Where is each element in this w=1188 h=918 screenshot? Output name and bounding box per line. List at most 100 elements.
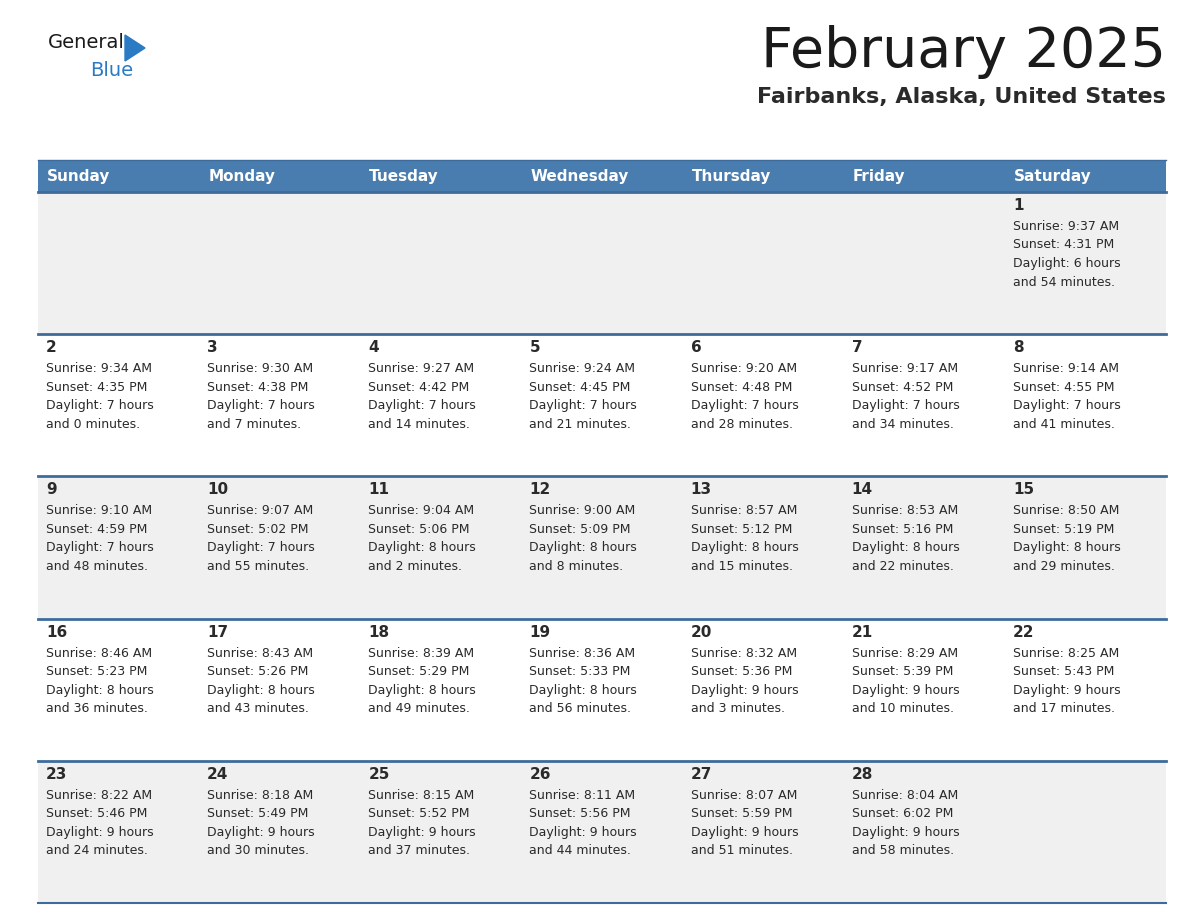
Text: Sunset: 4:45 PM: Sunset: 4:45 PM xyxy=(530,381,631,394)
Text: Daylight: 7 hours: Daylight: 7 hours xyxy=(207,399,315,412)
Text: Sunset: 5:29 PM: Sunset: 5:29 PM xyxy=(368,666,469,678)
Text: Daylight: 9 hours: Daylight: 9 hours xyxy=(852,826,960,839)
Text: and 34 minutes.: and 34 minutes. xyxy=(852,418,954,431)
Text: and 36 minutes.: and 36 minutes. xyxy=(46,702,147,715)
Bar xyxy=(38,761,1165,903)
Text: Sunday: Sunday xyxy=(48,169,110,184)
Text: Daylight: 8 hours: Daylight: 8 hours xyxy=(852,542,960,554)
Text: and 28 minutes.: and 28 minutes. xyxy=(690,418,792,431)
Bar xyxy=(683,160,843,192)
Text: Sunset: 5:02 PM: Sunset: 5:02 PM xyxy=(207,523,309,536)
Text: 18: 18 xyxy=(368,624,390,640)
Text: Fairbanks, Alaska, United States: Fairbanks, Alaska, United States xyxy=(757,87,1165,107)
Text: Sunrise: 8:36 AM: Sunrise: 8:36 AM xyxy=(530,646,636,660)
Text: Sunset: 4:35 PM: Sunset: 4:35 PM xyxy=(46,381,147,394)
Text: Daylight: 8 hours: Daylight: 8 hours xyxy=(530,542,637,554)
Text: Sunset: 4:42 PM: Sunset: 4:42 PM xyxy=(368,381,469,394)
Text: Sunset: 5:39 PM: Sunset: 5:39 PM xyxy=(852,666,953,678)
Text: Daylight: 7 hours: Daylight: 7 hours xyxy=(690,399,798,412)
Text: Sunset: 5:36 PM: Sunset: 5:36 PM xyxy=(690,666,792,678)
Text: Sunrise: 8:29 AM: Sunrise: 8:29 AM xyxy=(852,646,958,660)
Text: and 0 minutes.: and 0 minutes. xyxy=(46,418,140,431)
Text: Daylight: 9 hours: Daylight: 9 hours xyxy=(852,684,960,697)
Text: and 10 minutes.: and 10 minutes. xyxy=(852,702,954,715)
Text: and 7 minutes.: and 7 minutes. xyxy=(207,418,302,431)
Bar xyxy=(38,334,1165,476)
Text: Sunrise: 9:27 AM: Sunrise: 9:27 AM xyxy=(368,363,474,375)
Text: 14: 14 xyxy=(852,482,873,498)
Text: Sunrise: 9:30 AM: Sunrise: 9:30 AM xyxy=(207,363,314,375)
Text: and 56 minutes.: and 56 minutes. xyxy=(530,702,632,715)
Text: 2: 2 xyxy=(46,341,57,355)
Text: 20: 20 xyxy=(690,624,712,640)
Text: Sunset: 5:52 PM: Sunset: 5:52 PM xyxy=(368,807,469,821)
Text: Daylight: 7 hours: Daylight: 7 hours xyxy=(207,542,315,554)
Text: Daylight: 7 hours: Daylight: 7 hours xyxy=(46,399,153,412)
Text: 6: 6 xyxy=(690,341,701,355)
Text: Daylight: 9 hours: Daylight: 9 hours xyxy=(530,826,637,839)
Text: 24: 24 xyxy=(207,767,228,782)
Text: 26: 26 xyxy=(530,767,551,782)
Text: and 24 minutes.: and 24 minutes. xyxy=(46,845,147,857)
Text: Sunrise: 8:50 AM: Sunrise: 8:50 AM xyxy=(1013,504,1119,518)
Text: Daylight: 7 hours: Daylight: 7 hours xyxy=(368,399,476,412)
Text: Daylight: 8 hours: Daylight: 8 hours xyxy=(368,542,476,554)
Text: 17: 17 xyxy=(207,624,228,640)
Text: and 51 minutes.: and 51 minutes. xyxy=(690,845,792,857)
Text: Sunrise: 8:25 AM: Sunrise: 8:25 AM xyxy=(1013,646,1119,660)
Text: Sunset: 5:56 PM: Sunset: 5:56 PM xyxy=(530,807,631,821)
Text: Daylight: 8 hours: Daylight: 8 hours xyxy=(46,684,153,697)
Bar xyxy=(38,160,200,192)
Text: Sunset: 5:09 PM: Sunset: 5:09 PM xyxy=(530,523,631,536)
Text: Daylight: 8 hours: Daylight: 8 hours xyxy=(207,684,315,697)
Bar xyxy=(522,160,683,192)
Text: and 48 minutes.: and 48 minutes. xyxy=(46,560,148,573)
Text: Friday: Friday xyxy=(853,169,905,184)
Text: Sunrise: 8:39 AM: Sunrise: 8:39 AM xyxy=(368,646,474,660)
Text: Sunset: 5:12 PM: Sunset: 5:12 PM xyxy=(690,523,792,536)
Text: Daylight: 7 hours: Daylight: 7 hours xyxy=(1013,399,1120,412)
Text: Sunrise: 9:00 AM: Sunrise: 9:00 AM xyxy=(530,504,636,518)
Text: Saturday: Saturday xyxy=(1013,169,1092,184)
Polygon shape xyxy=(125,35,145,61)
Text: Sunset: 4:48 PM: Sunset: 4:48 PM xyxy=(690,381,792,394)
Bar xyxy=(360,160,522,192)
Text: Sunrise: 9:04 AM: Sunrise: 9:04 AM xyxy=(368,504,474,518)
Text: 25: 25 xyxy=(368,767,390,782)
Text: Sunset: 5:19 PM: Sunset: 5:19 PM xyxy=(1013,523,1114,536)
Text: Daylight: 9 hours: Daylight: 9 hours xyxy=(207,826,315,839)
Text: 3: 3 xyxy=(207,341,217,355)
Bar xyxy=(200,160,360,192)
Text: and 30 minutes.: and 30 minutes. xyxy=(207,845,309,857)
Text: Sunset: 5:33 PM: Sunset: 5:33 PM xyxy=(530,666,631,678)
Text: Sunset: 4:55 PM: Sunset: 4:55 PM xyxy=(1013,381,1114,394)
Text: 9: 9 xyxy=(46,482,57,498)
Text: Daylight: 8 hours: Daylight: 8 hours xyxy=(530,684,637,697)
Text: 19: 19 xyxy=(530,624,550,640)
Text: and 49 minutes.: and 49 minutes. xyxy=(368,702,470,715)
Text: Sunset: 4:59 PM: Sunset: 4:59 PM xyxy=(46,523,147,536)
Text: 1: 1 xyxy=(1013,198,1023,213)
Text: 7: 7 xyxy=(852,341,862,355)
Text: Sunrise: 9:34 AM: Sunrise: 9:34 AM xyxy=(46,363,152,375)
Text: Sunset: 4:38 PM: Sunset: 4:38 PM xyxy=(207,381,309,394)
Text: Sunrise: 8:22 AM: Sunrise: 8:22 AM xyxy=(46,789,152,801)
Text: Wednesday: Wednesday xyxy=(530,169,628,184)
Text: and 55 minutes.: and 55 minutes. xyxy=(207,560,309,573)
Text: and 3 minutes.: and 3 minutes. xyxy=(690,702,784,715)
Text: Sunrise: 8:43 AM: Sunrise: 8:43 AM xyxy=(207,646,314,660)
Text: 13: 13 xyxy=(690,482,712,498)
Text: Daylight: 9 hours: Daylight: 9 hours xyxy=(46,826,153,839)
Text: and 54 minutes.: and 54 minutes. xyxy=(1013,275,1114,288)
Text: and 37 minutes.: and 37 minutes. xyxy=(368,845,470,857)
Text: and 2 minutes.: and 2 minutes. xyxy=(368,560,462,573)
Text: 11: 11 xyxy=(368,482,390,498)
Bar xyxy=(843,160,1005,192)
Bar xyxy=(38,619,1165,761)
Text: Sunset: 5:26 PM: Sunset: 5:26 PM xyxy=(207,666,309,678)
Text: Sunset: 4:52 PM: Sunset: 4:52 PM xyxy=(852,381,953,394)
Text: Sunrise: 8:57 AM: Sunrise: 8:57 AM xyxy=(690,504,797,518)
Text: Sunset: 6:02 PM: Sunset: 6:02 PM xyxy=(852,807,953,821)
Text: and 22 minutes.: and 22 minutes. xyxy=(852,560,954,573)
Text: Sunrise: 8:11 AM: Sunrise: 8:11 AM xyxy=(530,789,636,801)
